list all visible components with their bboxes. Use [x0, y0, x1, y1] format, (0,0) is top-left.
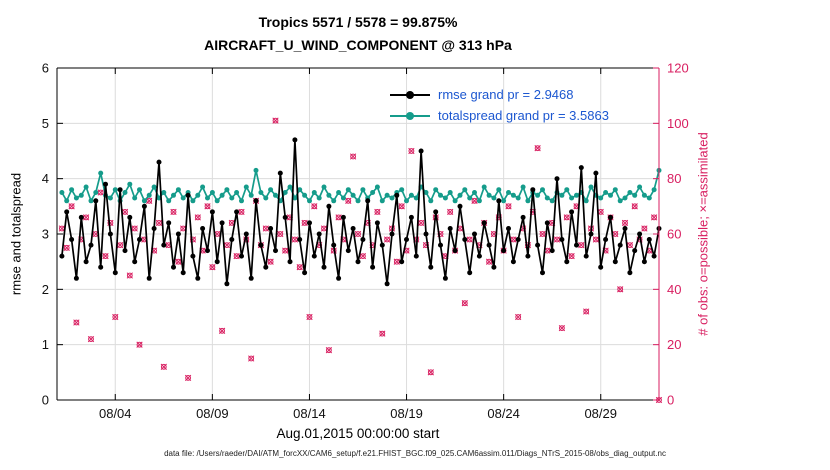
svg-text:08/29: 08/29 [584, 406, 617, 421]
svg-text:40: 40 [667, 282, 681, 297]
svg-text:120: 120 [667, 61, 689, 76]
datafile-caption: data file: /Users/raeder/DAI/ATM_forcXX/… [164, 449, 666, 458]
svg-text:100: 100 [667, 116, 689, 131]
left-axis-label: rmse and totalspread [8, 172, 24, 296]
legend-item-totalspread: totalspread grand pr = 3.5863 [390, 105, 609, 126]
svg-text:08/09: 08/09 [196, 406, 229, 421]
svg-text:08/04: 08/04 [99, 406, 132, 421]
chart-title-line2: AIRCRAFT_U_WIND_COMPONENT @ 313 hPa [204, 37, 512, 53]
svg-text:0: 0 [42, 393, 49, 408]
legend: rmse grand pr = 2.9468 totalspread grand… [390, 84, 609, 126]
svg-text:08/14: 08/14 [293, 406, 326, 421]
svg-text:80: 80 [667, 171, 681, 186]
svg-text:0: 0 [667, 393, 674, 408]
svg-text:60: 60 [667, 227, 681, 242]
legend-label-rmse: rmse grand pr = 2.9468 [438, 87, 574, 102]
right-axis-label: # of obs: o=possible; ×=assimilated [695, 132, 711, 336]
svg-text:08/19: 08/19 [390, 406, 423, 421]
rmse-line-sample [390, 88, 430, 102]
svg-text:4: 4 [42, 171, 49, 186]
svg-text:20: 20 [667, 337, 681, 352]
svg-text:6: 6 [42, 61, 49, 76]
legend-item-rmse: rmse grand pr = 2.9468 [390, 84, 609, 105]
x-axis-label: Aug.01,2015 00:00:00 start [276, 426, 440, 441]
chart-title-line1: Tropics 5571 / 5578 = 99.875% [258, 14, 458, 30]
svg-text:08/24: 08/24 [487, 406, 520, 421]
legend-label-totalspread: totalspread grand pr = 3.5863 [438, 108, 609, 123]
svg-text:1: 1 [42, 337, 49, 352]
svg-text:2: 2 [42, 282, 49, 297]
svg-text:5: 5 [42, 116, 49, 131]
totalspread-line-sample [390, 109, 430, 123]
svg-text:3: 3 [42, 227, 49, 242]
